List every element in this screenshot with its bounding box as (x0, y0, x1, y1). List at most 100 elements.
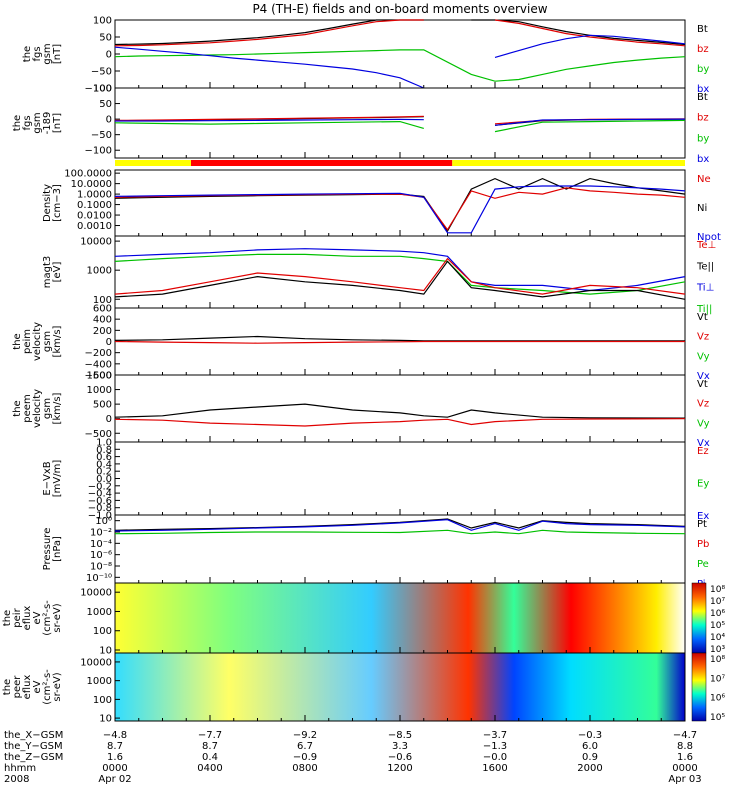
y-axis-label: thepeirefluxeV(cm²-s-sr-eV) (2, 600, 63, 636)
y-tick-label: 100 (93, 626, 112, 637)
colorbar-label: 10⁵ (710, 621, 725, 631)
y-tick-label: 10⁻² (90, 528, 112, 539)
x-tick-value: 1.6 (677, 752, 693, 763)
y-tick-label: −0.6 (88, 496, 112, 507)
x-tick-value: 0800 (292, 763, 317, 774)
series-line-0 (114, 335, 685, 342)
y-tick-label: 10 (99, 714, 112, 725)
y-tick-label: −0.8 (88, 503, 112, 514)
y-axis-label: Density[cm−3] (42, 184, 63, 222)
y-tick-label: −50 (91, 130, 112, 141)
y-tick-label: 50 (99, 33, 112, 44)
y-tick-label: 1000 (87, 676, 112, 687)
y-tick-label: 10000 (80, 657, 112, 668)
legend-entry: Ti⊥ (696, 283, 714, 294)
series-line-2 (114, 185, 686, 234)
mode-bar-segment-1 (191, 160, 453, 166)
legend-entry: Ni (697, 203, 707, 214)
legend-entry: Vz (697, 399, 709, 410)
series-line-1 (114, 340, 685, 344)
y-tick-label: 10⁻⁶ (90, 550, 112, 561)
x-tick-value: Apr 03 (668, 774, 701, 785)
x-tick-value: −4.7 (673, 730, 697, 741)
legend-entry: Vy (697, 351, 710, 362)
panel-peer: 10⁸ 10⁷ 10⁶ 10⁵ 10000 1000 100 10 thepeerefluxeV… (2, 652, 725, 725)
legend-entry: Vx (697, 438, 710, 449)
y-tick-label: 1000 (87, 607, 112, 618)
y-axis-label: Pressure[nPa] (42, 528, 63, 571)
panel-frame (114, 235, 686, 309)
series-line-2 (114, 529, 686, 535)
y-axis-label: thepeimvelocitygsm[km/s] (12, 322, 63, 361)
colorbar-peer (691, 652, 707, 722)
y-tick-label: 100.0000 (64, 169, 112, 180)
mode-bar-segment-2 (452, 160, 685, 166)
panel-temp: 10000 1000 100 magt3[eV] Te⊥ Te|| Ti⊥ Ti|| (42, 235, 716, 315)
legend-entry: Ez (697, 446, 709, 457)
x-tick-value: 0400 (197, 763, 222, 774)
y-axis-label: thepeemvelocitygsm[km/s] (12, 389, 63, 428)
y-tick-label: 0 (106, 414, 112, 425)
panel-efield: 1.00.80.60.40.20.0−0.2−0.4−0.6−0.8−1.0 E−… (42, 438, 709, 523)
x-tick-value: 3.3 (392, 741, 408, 752)
x-tick-value: −1.3 (483, 741, 507, 752)
y-tick-label: 1500 (87, 371, 112, 382)
x-row-label: 2008 (4, 774, 29, 785)
panel-peir: 10⁸ 10⁷ 10⁶ 10⁵ 10⁴ 10³ 10000 1000 100 10 thepeire… (2, 582, 725, 657)
x-row-label: the_Y−GSM (4, 741, 63, 752)
y-axis-label: thefgsgsm-189[nT] (12, 112, 63, 135)
y-axis-label: thefgsgsm[nT] (22, 43, 63, 64)
y-tick-label: 500 (93, 400, 112, 411)
y-tick-label: 400 (93, 315, 112, 326)
y-tick-label: 1000 (87, 266, 112, 277)
y-tick-label: 0.0 (96, 474, 112, 485)
series-line-1 (114, 19, 686, 47)
x-tick-value: 1.6 (107, 752, 123, 763)
y-tick-label: 100 (93, 16, 112, 27)
series-line-3 (115, 118, 686, 126)
y-tick-label: 10000 (80, 237, 112, 248)
y-tick-label: −400 (85, 359, 112, 370)
x-tick-value: −9.2 (293, 730, 317, 741)
y-tick-label: −100 (85, 84, 112, 95)
legend-entry: Te|| (696, 261, 714, 272)
y-tick-label: 1000 (87, 385, 112, 396)
legend-entry: Npot (697, 232, 721, 243)
y-tick-label: −100 (85, 146, 112, 157)
x-tick-value: 8.8 (677, 741, 693, 752)
series-line-3 (114, 34, 686, 89)
x-tick-value: 8.7 (202, 741, 218, 752)
panel-frame (114, 87, 686, 159)
x-tick-value: 8.7 (107, 741, 123, 752)
panel-fgs2: 100 50 0 −50 −100 thefgsgsm-189[nT] Bt bz by bx (12, 84, 709, 166)
chart-title: P4 (TH-E) fields and on-board moments ov… (252, 2, 547, 16)
y-tick-label: −1.0 (88, 511, 112, 522)
y-tick-label: 0.6 (96, 452, 112, 463)
y-tick-label: 0 (106, 115, 112, 126)
legend-entry: by (697, 133, 709, 144)
legend-entry: bz (697, 44, 709, 55)
y-tick-label: 10 (99, 646, 112, 657)
y-tick-label: 10⁻⁴ (90, 539, 112, 550)
colorbar-label: 10⁶ (710, 694, 725, 704)
x-tick-value: −7.7 (198, 730, 222, 741)
panel-frame (114, 169, 686, 237)
y-tick-label: 10⁰ (95, 516, 112, 527)
colorbar-peir (691, 582, 707, 654)
colorbar-label: 10⁶ (710, 609, 725, 619)
x-tick-value: 0000 (672, 763, 697, 774)
y-tick-label: 200 (93, 326, 112, 337)
legend-entry: Ey (697, 479, 709, 490)
x-tick-value: −4.8 (103, 730, 127, 741)
legend-entry: bz (697, 113, 709, 124)
series-line-0 (114, 19, 686, 46)
colorbar-label: 10⁴ (710, 633, 725, 643)
x-tick-value: 6.7 (297, 741, 313, 752)
y-tick-label: −500 (85, 429, 112, 440)
legend-entry: Bt (697, 24, 708, 35)
legend-entry: Vt (697, 379, 708, 390)
y-tick-label: 600 (93, 304, 112, 315)
y-axis-label: E−VxB[mV/m] (42, 460, 63, 498)
